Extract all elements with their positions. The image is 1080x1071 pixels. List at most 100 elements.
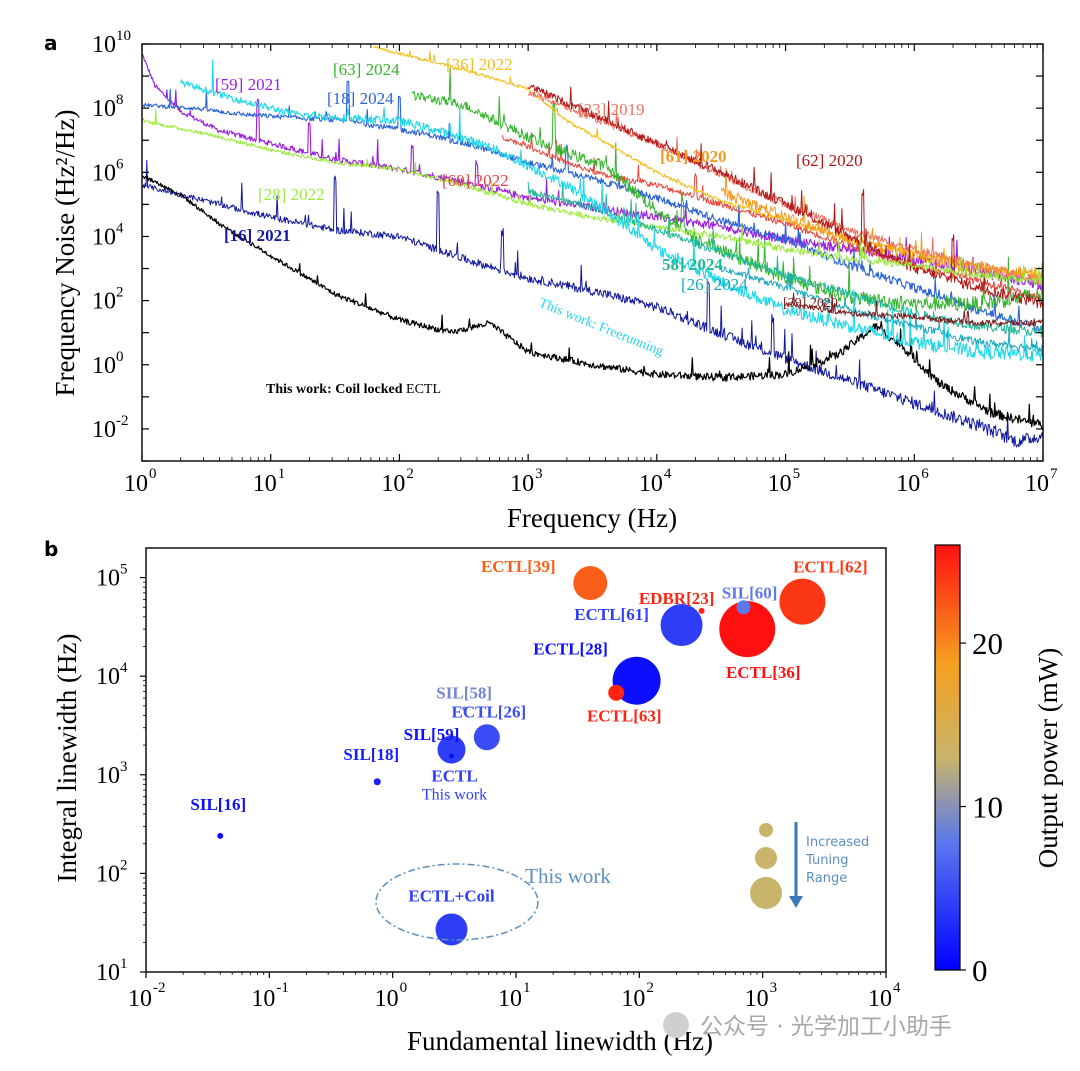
a-ytick-exp: 0 [116,349,124,365]
a-xtick-label: 10 [381,471,405,497]
a-ytick-label: 10 [92,96,116,122]
series-label-s60-ref: [60] [442,171,475,190]
series-label-s58: 58] 2024 [662,255,723,274]
panel-a: a 10 0 10 1 10 2 10 3 10 4 10 5 10 6 10 710 -210 010 210 41… [44,28,1058,533]
a-xtick-label: 10 [896,471,920,497]
series-label-s60: [60] 2022 [442,171,509,190]
panel-a-ticks: 10 0 10 1 10 2 10 3 10 4 10 5 10 6 10 710 -210 010 210 410 6… [92,28,1058,497]
series-line-s28 [142,108,1043,286]
this-work-oval [375,863,539,941]
series-label-s26-ref: [26] [681,275,714,294]
panel-b-xlabel: Fundamental linewidth (Hz) [407,1026,713,1056]
b-ytick-exp: 3 [120,759,128,775]
series-line-sfree [180,59,1043,362]
point-label-edbr-23-: EDBR[23] [639,589,715,608]
b-xtick-exp: 0 [400,980,408,996]
b-xtick-label: 10 [128,986,152,1012]
point-label-ectl: ECTL [431,767,477,786]
this-work-oval-label: This work [525,864,611,888]
series-label-s39: [39] 2020 [783,296,838,311]
point-label-ectl-26-: ECTL[26] [452,702,527,721]
b-xtick-label: 10 [375,986,399,1012]
point-ectl-39- [573,566,608,601]
series-line-s61 [720,167,1043,282]
panel-b-ticks: 10 -2 10 -1 10 0 10 1 10 2 10 3 10 410 110 210 310 410 5 [96,562,901,1012]
size-legend-large [750,877,782,909]
a-xtick-exp: 3 [535,466,543,482]
a-xtick-label: 10 [253,471,277,497]
b-ytick-exp: 4 [120,660,128,676]
point-edbr-23- [698,607,705,614]
series-label-s63-year: 2024 [366,60,401,79]
b-xtick-exp: 2 [646,980,654,996]
series-line-sthis [142,175,1043,430]
point-ectl-61- [660,604,703,647]
point-label-ectl-coil: ECTL+Coil [408,886,494,905]
point-ectl-62- [779,578,826,625]
b-xtick-exp: -1 [276,980,289,996]
panel-a-xlabel: Frequency (Hz) [507,503,677,533]
a-xtick-label: 10 [639,471,663,497]
series-label-sthis: This work: Coil locked ECTL [266,382,441,397]
series-label-s62-year: 2020 [829,151,863,170]
series-label-s36-ref: [36] [446,55,479,74]
b-xtick-label: 10 [498,986,522,1012]
panel-b-ylabel: Integral linewidth (Hz) [52,634,82,883]
colorbar-tick-label: 10 [972,790,1003,825]
size-legend-medium [755,847,777,869]
series-line-s60 [501,132,1043,301]
point-ectl [437,735,466,764]
series-label-s59-ref: [59] [215,75,248,94]
a-ytick-label: 10 [92,417,116,443]
series-label-s58-year: 2024 [689,255,724,274]
point-label-sil-18-: SIL[18] [343,745,399,764]
series-label-s16-ref: [16] [224,226,257,245]
b-xtick-exp: 1 [523,980,531,996]
series-label-s62-ref: [62] [796,151,829,170]
point-label-sil-58-: SIL[58] [436,684,492,703]
series-label-s61-year: 2020 [693,147,727,166]
a-xtick-label: 10 [510,471,534,497]
series-line-s63 [411,66,1043,312]
point-label-ectl-63-: ECTL[63] [587,707,662,726]
series-label-s18-year: 2024 [360,89,395,108]
series-label-s23-ref: [23] [578,100,611,119]
a-ytick-exp: 4 [116,220,124,236]
watermark-text: 公众号 · 光学加工小助手 [700,1014,952,1040]
series-label-s58-ref: 58] [662,255,689,274]
b-ytick-label: 10 [96,960,120,986]
size-legend-text-2: Tuning [805,853,849,868]
a-xtick-exp: 0 [149,466,157,482]
colorbar-tick-label: 0 [972,953,988,988]
panel-b-letter: b [44,537,58,561]
series-line-s26 [720,266,1043,353]
point-ectl-coil [435,913,468,946]
a-xtick-exp: 7 [1050,466,1058,482]
colorbar-tick-label: 20 [972,626,1003,661]
panel-a-letter: a [44,31,58,55]
series-label-s36-year: 2022 [479,55,513,74]
point-ectl-26- [473,724,500,751]
a-xtick-label: 10 [1025,471,1049,497]
watermark: 公众号 · 光学加工小助手 [663,1012,952,1040]
b-xtick-label: 10 [621,986,645,1012]
series-label-s23-year: 2019 [611,100,645,119]
series-label-s59-year: 2021 [248,75,282,94]
series-line-s62 [527,84,1043,309]
series-label-s61-ref: [61] [660,147,693,166]
point-label-sil-60-: SIL[60] [722,583,778,602]
a-ytick-exp: -2 [116,413,129,429]
series-label-s16-year: 2021 [257,226,291,245]
b-ytick-label: 10 [96,861,120,887]
series-label-sthis-bold: This work: Coil locked [266,382,406,397]
point-label-sil-16-: SIL[16] [190,795,246,814]
point-sil-60- [736,600,751,615]
series-label-s26-year: 2024 [714,275,749,294]
b-xtick-label: 10 [868,986,892,1012]
b-ytick-exp: 5 [120,562,128,578]
b-xtick-label: 10 [251,986,275,1012]
a-ytick-label: 10 [92,32,116,58]
series-line-s58 [527,181,1043,338]
panel-a-ylabel: Frequency Noise (Hz²/Hz) [50,110,80,397]
